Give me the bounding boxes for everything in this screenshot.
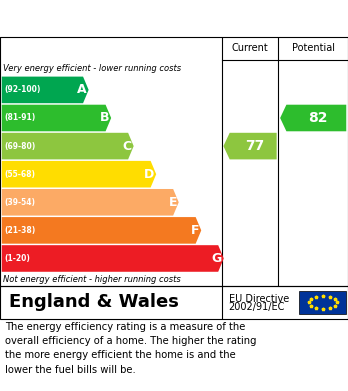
Polygon shape bbox=[2, 217, 201, 244]
Polygon shape bbox=[2, 245, 224, 272]
Polygon shape bbox=[2, 161, 156, 188]
Text: (21-38): (21-38) bbox=[5, 226, 36, 235]
Text: F: F bbox=[191, 224, 199, 237]
Text: Not energy efficient - higher running costs: Not energy efficient - higher running co… bbox=[3, 275, 181, 284]
Polygon shape bbox=[2, 189, 179, 215]
Text: (92-100): (92-100) bbox=[5, 85, 41, 94]
Text: (69-80): (69-80) bbox=[5, 142, 36, 151]
Text: E: E bbox=[168, 196, 177, 209]
Bar bbox=[299, 291, 346, 314]
Text: (39-54): (39-54) bbox=[5, 198, 35, 207]
Text: Potential: Potential bbox=[292, 43, 335, 54]
Text: D: D bbox=[144, 168, 155, 181]
Text: G: G bbox=[212, 252, 222, 265]
Text: (55-68): (55-68) bbox=[5, 170, 35, 179]
Text: 2002/91/EC: 2002/91/EC bbox=[229, 302, 285, 312]
Polygon shape bbox=[223, 133, 277, 160]
Text: Energy Efficiency Rating: Energy Efficiency Rating bbox=[9, 10, 238, 28]
Polygon shape bbox=[280, 105, 346, 131]
Text: The energy efficiency rating is a measure of the
overall efficiency of a home. T: The energy efficiency rating is a measur… bbox=[5, 321, 257, 375]
Polygon shape bbox=[2, 77, 89, 103]
Text: 82: 82 bbox=[308, 111, 327, 125]
Text: C: C bbox=[123, 140, 132, 152]
Text: A: A bbox=[77, 83, 87, 97]
Text: (81-91): (81-91) bbox=[5, 113, 36, 122]
Polygon shape bbox=[2, 133, 134, 160]
Text: EU Directive: EU Directive bbox=[229, 294, 289, 303]
Polygon shape bbox=[2, 105, 111, 131]
Text: (1-20): (1-20) bbox=[5, 254, 30, 263]
Text: Very energy efficient - lower running costs: Very energy efficient - lower running co… bbox=[3, 63, 181, 73]
Text: 77: 77 bbox=[245, 139, 264, 153]
Text: B: B bbox=[100, 111, 109, 124]
Text: England & Wales: England & Wales bbox=[9, 293, 179, 312]
Text: Current: Current bbox=[232, 43, 268, 54]
